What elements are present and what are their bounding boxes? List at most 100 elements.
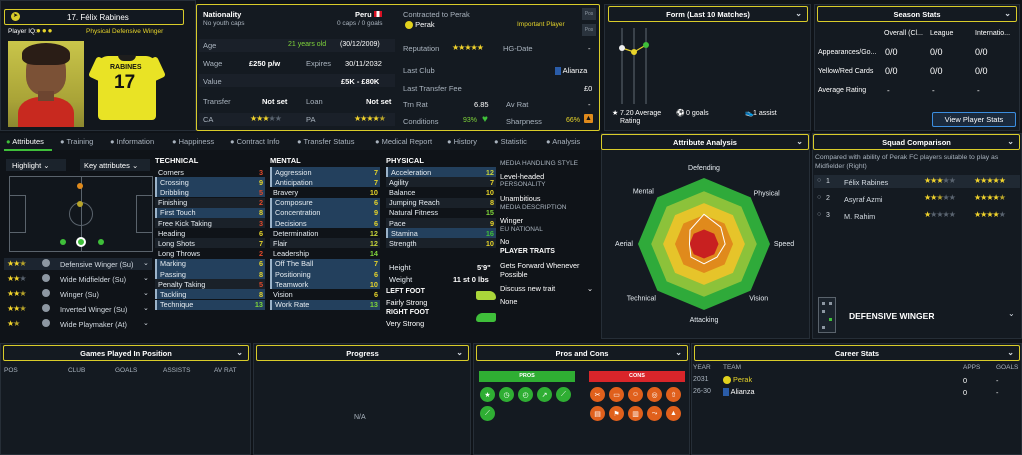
- document-icon[interactable]: ▤: [590, 406, 605, 421]
- attribute-row[interactable]: Concentration 9: [270, 207, 380, 218]
- attribute-row[interactable]: Leadership 14: [270, 249, 380, 259]
- view-player-stats-button[interactable]: View Player Stats: [932, 112, 1016, 127]
- highlight-dropdown[interactable]: Highlight ⌄: [6, 159, 66, 171]
- sheet-icon[interactable]: ▥: [628, 406, 643, 421]
- attribute-row[interactable]: Marking 6: [155, 258, 265, 269]
- role-row[interactable]: ★★★ Wide Midfielder (Su) ⌄: [4, 273, 152, 285]
- nationality-value[interactable]: Peru: [355, 10, 382, 19]
- star-icon[interactable]: ★: [480, 387, 495, 402]
- tab-analysis[interactable]: ● Analysis: [546, 137, 581, 146]
- attribute-row[interactable]: Stamina 16: [386, 228, 496, 239]
- attribute-row[interactable]: Balance 10: [386, 187, 496, 197]
- attribute-row[interactable]: Vision 6: [270, 289, 380, 299]
- role-row[interactable]: ★★★ Inverted Winger (Su) ⌄: [4, 303, 152, 315]
- squad-row[interactable]: ○ 1 Félix Rabines ★★★★★ ★★★★★: [814, 175, 1020, 188]
- pos-button-2[interactable]: Pos: [582, 24, 596, 36]
- card-icon[interactable]: ▭: [609, 387, 624, 402]
- boots-icon[interactable]: ⟋: [480, 406, 495, 421]
- attribute-row[interactable]: Tackling 8: [155, 289, 265, 300]
- attribute-row[interactable]: Crossing 9: [155, 177, 265, 188]
- tab-history[interactable]: ● History: [447, 137, 477, 146]
- player-name-box[interactable]: ➤ 17. Félix Rabines: [4, 9, 184, 25]
- squad-row[interactable]: ○ 3 M. Rahim ★★★★★ ★★★★★: [817, 210, 1006, 221]
- tab-training[interactable]: ● Training: [60, 137, 94, 146]
- boot-icon[interactable]: ⟋: [556, 387, 571, 402]
- tab-transfer-status[interactable]: ● Transfer Status: [297, 137, 355, 146]
- squad-player-name: M. Rahim: [844, 212, 876, 221]
- attribute-row[interactable]: Decisions 6: [270, 218, 380, 228]
- tab-medical-report[interactable]: ● Medical Report: [375, 137, 433, 146]
- head-icon[interactable]: ☺: [628, 387, 643, 402]
- form-header[interactable]: Form (Last 10 Matches) ⌄: [608, 6, 808, 22]
- trend-icon[interactable]: ↗: [537, 387, 552, 402]
- loan-value[interactable]: Not set: [366, 97, 392, 106]
- attribute-row[interactable]: Dribbling 5: [155, 187, 265, 198]
- career-stats-header[interactable]: Career Stats ⌄: [694, 345, 1020, 361]
- value-label: Value: [203, 77, 222, 86]
- attribute-row[interactable]: Teamwork 10: [270, 279, 380, 290]
- attribute-row[interactable]: First Touch 8: [155, 207, 265, 218]
- tab-information[interactable]: ● Information: [110, 137, 155, 146]
- progress-header[interactable]: Progress ⌄: [256, 345, 469, 361]
- cone-icon[interactable]: ▲: [666, 406, 681, 421]
- attribute-row[interactable]: Acceleration 12: [386, 167, 496, 177]
- attribute-analysis-header[interactable]: Attribute Analysis ⌄: [601, 134, 809, 150]
- scissors-icon[interactable]: ✂: [590, 387, 605, 402]
- role-row[interactable]: ★★★ Defensive Winger (Su) ⌄: [4, 258, 152, 270]
- discuss-new-trait-dropdown[interactable]: Discuss new trait ⌄: [500, 284, 593, 293]
- career-team-link[interactable]: Alianza: [723, 387, 755, 397]
- club-link[interactable]: Perak: [405, 20, 435, 30]
- attribute-row[interactable]: Corners 3: [155, 167, 265, 177]
- jump-icon[interactable]: ⇧: [666, 387, 681, 402]
- attribute-row[interactable]: Heading 6: [155, 228, 265, 238]
- squad-row[interactable]: ○ 2 Asyraf Azmi ★★★★★ ★★★★★: [817, 193, 1006, 204]
- attribute-row[interactable]: Long Throws 2: [155, 249, 265, 259]
- attribute-row[interactable]: Flair 12: [270, 238, 380, 249]
- flag-icon[interactable]: ⚑: [609, 406, 624, 421]
- pass-icon[interactable]: ⤳: [647, 406, 662, 421]
- attribute-row[interactable]: Passing 8: [155, 269, 265, 279]
- role-row[interactable]: ★★★ Winger (Su) ⌄: [4, 288, 152, 300]
- attribute-row[interactable]: Work Rate 13: [270, 299, 380, 310]
- attribute-row[interactable]: Natural Fitness 15: [386, 208, 496, 218]
- attribute-row[interactable]: Long Shots 7: [155, 238, 265, 249]
- stopwatch-icon[interactable]: ◷: [499, 387, 514, 402]
- attribute-row[interactable]: Determination 12: [270, 228, 380, 238]
- squad-rank: 3: [826, 212, 830, 219]
- attribute-row[interactable]: Bravery 10: [270, 187, 380, 197]
- tab-contract-info[interactable]: ● Contract Info: [230, 137, 280, 146]
- pos-button-1[interactable]: Pos: [582, 8, 596, 20]
- squad-comparison-header[interactable]: Squad Comparison ⌄: [813, 134, 1020, 150]
- tab-happiness[interactable]: ● Happiness: [172, 137, 215, 146]
- attribute-row[interactable]: Free Kick Taking 3: [155, 218, 265, 228]
- chevron-down-icon[interactable]: ⌄: [1008, 309, 1015, 318]
- role-row[interactable]: ★★ Wide Playmaker (At) ⌄: [4, 318, 152, 330]
- attribute-row[interactable]: Pace 9: [386, 218, 496, 228]
- attribute-row[interactable]: Strength 10: [386, 238, 496, 249]
- target-icon[interactable]: ◎: [647, 387, 662, 402]
- attribute-row[interactable]: Agility 7: [386, 177, 496, 188]
- attribute-row[interactable]: Technique 13: [155, 299, 265, 310]
- season-header[interactable]: Season Stats ⌄: [817, 6, 1017, 22]
- back-icon[interactable]: ➤: [11, 12, 20, 21]
- attribute-row[interactable]: Finishing 2: [155, 197, 265, 208]
- tab-attributes[interactable]: ● Attributes: [6, 137, 44, 146]
- attribute-row[interactable]: Off The Ball 7: [270, 258, 380, 269]
- last-club-value[interactable]: Alianza: [555, 66, 587, 76]
- key-attributes-dropdown[interactable]: Key attributes ⌄: [80, 159, 150, 171]
- pros-cons-header[interactable]: Pros and Cons ⌄: [476, 345, 688, 361]
- attribute-row[interactable]: Positioning 6: [270, 269, 380, 279]
- condition-heart-icon: ♥: [482, 114, 488, 125]
- attribute-value: 8: [258, 269, 263, 279]
- attribute-row[interactable]: Anticipation 7: [270, 177, 380, 188]
- attribute-row[interactable]: Penalty Taking 5: [155, 279, 265, 290]
- attribute-row[interactable]: Jumping Reach 8: [386, 197, 496, 208]
- attribute-row[interactable]: Composure 6: [270, 197, 380, 208]
- games-played-header[interactable]: Games Played In Position ⌄: [3, 345, 249, 361]
- career-team-link[interactable]: Perak: [723, 375, 752, 385]
- tab-statistic[interactable]: ● Statistic: [494, 137, 527, 146]
- transfer-value[interactable]: Not set: [262, 97, 288, 106]
- player-trait: Gets Forward Whenever Possible: [500, 261, 580, 279]
- timer-icon[interactable]: ◴: [518, 387, 533, 402]
- attribute-row[interactable]: Aggression 7: [270, 167, 380, 177]
